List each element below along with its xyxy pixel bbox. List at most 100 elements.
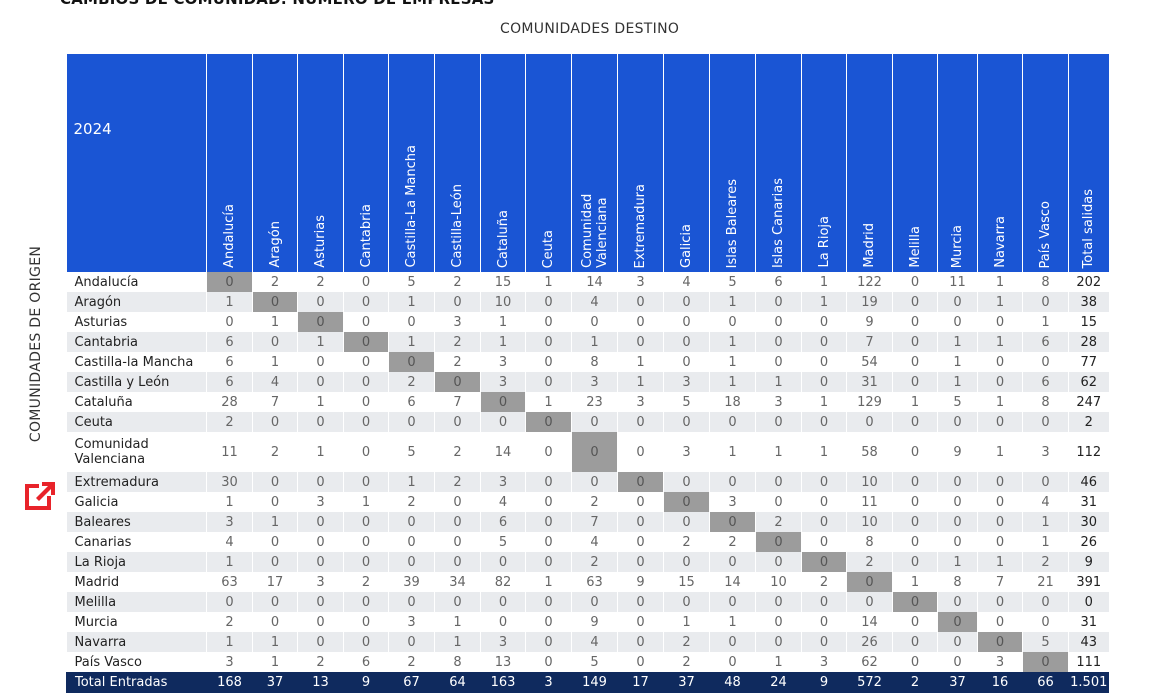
total-entradas-cell: 66 — [1022, 672, 1069, 693]
table-row: Asturias 0 1 0 0 0 3 1 0 0 0 0 0 0 0 9 0 0 0 1 15 — [66, 312, 1109, 332]
diagonal-cell: 0 — [434, 372, 481, 392]
matrix-cell: 4 — [252, 372, 298, 392]
origin-community-name: Andalucía — [66, 272, 207, 292]
matrix-cell: 0 — [709, 312, 756, 332]
matrix-cell: 0 — [755, 492, 802, 512]
matrix-cell: 14 — [571, 272, 618, 292]
matrix-cell: 0 — [892, 652, 938, 672]
table-row: Navarra 1 1 0 0 0 1 3 0 4 0 2 0 0 0 26 0 0 0 5 43 — [66, 632, 1109, 652]
column-header: País Vasco — [1022, 54, 1069, 272]
edit-external-icon[interactable] — [22, 474, 56, 512]
total-entradas-cell: 16 — [977, 672, 1023, 693]
matrix-cell: 0 — [892, 552, 938, 572]
matrix-cell: 2 — [663, 532, 710, 552]
matrix-cell: 1 — [252, 632, 298, 652]
matrix-cell: 0 — [977, 512, 1023, 532]
matrix-cell: 0 — [801, 532, 847, 552]
matrix-cell: 9 — [846, 312, 893, 332]
matrix-cell: 6 — [755, 272, 802, 292]
matrix-cell: 63 — [206, 572, 253, 592]
matrix-cell: 3 — [480, 372, 526, 392]
origin-community-name: Canarias — [66, 532, 207, 552]
matrix-cell: 30 — [206, 472, 253, 492]
matrix-cell: 1 — [937, 372, 978, 392]
matrix-cell: 0 — [977, 312, 1023, 332]
matrix-cell: 0 — [343, 472, 389, 492]
matrix-cell: 3 — [617, 392, 664, 412]
matrix-cell: 3 — [617, 272, 664, 292]
matrix-cell: 0 — [755, 312, 802, 332]
total-entradas-cell: 37 — [937, 672, 978, 693]
matrix-cell: 1 — [892, 572, 938, 592]
matrix-cell: 2 — [434, 472, 481, 492]
report-title: CAMBIOS DE COMUNIDAD: NÚMERO DE EMPRESAS — [60, 0, 495, 8]
column-header: Total salidas — [1068, 54, 1109, 272]
matrix-cell: 3 — [480, 632, 526, 652]
matrix-cell: 0 — [755, 352, 802, 372]
diagonal-cell: 0 — [1022, 652, 1069, 672]
column-header: Melilla — [892, 54, 938, 272]
matrix-cell: 0 — [617, 612, 664, 632]
matrix-cell: 0 — [525, 532, 572, 552]
matrix-cell: 6 — [1022, 372, 1069, 392]
matrix-cell: 1 — [801, 272, 847, 292]
matrix-cell: 0 — [388, 532, 435, 552]
matrix-cell: 0 — [801, 472, 847, 492]
matrix-cell: 0 — [663, 292, 710, 312]
origin-community-name: Navarra — [66, 632, 207, 652]
matrix-cell: 0 — [525, 592, 572, 612]
matrix-cell: 9 — [571, 612, 618, 632]
matrix-cell: 8 — [1022, 392, 1069, 412]
origin-community-name: País Vasco — [66, 652, 207, 672]
matrix-cell: 2 — [434, 432, 481, 472]
matrix-cell: 0 — [525, 292, 572, 312]
matrix-cell: 0 — [801, 352, 847, 372]
total-salidas-cell: 15 — [1068, 312, 1109, 332]
matrix-cell: 39 — [388, 572, 435, 592]
matrix-cell: 1 — [755, 432, 802, 472]
matrix-cell: 1 — [937, 332, 978, 352]
matrix-cell: 0 — [755, 632, 802, 652]
matrix-cell: 7 — [846, 332, 893, 352]
totals-row-label: Total Entradas — [66, 672, 207, 693]
column-header-label: País Vasco — [1038, 200, 1053, 268]
table-row: Aragón 1 0 0 0 1 0 10 0 4 0 0 1 0 1 19 0 0 1 0 38 — [66, 292, 1109, 312]
matrix-cell: 3 — [801, 652, 847, 672]
matrix-cell: 1 — [709, 432, 756, 472]
column-header-label: Total salidas — [1081, 188, 1097, 268]
diagonal-cell: 0 — [755, 532, 802, 552]
column-header: Castilla-León — [434, 54, 481, 272]
origin-community-name: Castilla-la Mancha — [66, 352, 207, 372]
matrix-cell: 0 — [525, 492, 572, 512]
matrix-cell: 1 — [525, 392, 572, 412]
matrix-cell: 1 — [709, 292, 756, 312]
matrix-cell: 0 — [892, 372, 938, 392]
column-header: Comunidad Valenciana — [571, 54, 618, 272]
column-header: Islas Canarias — [755, 54, 802, 272]
matrix-cell: 0 — [617, 492, 664, 512]
matrix-cell: 4 — [571, 632, 618, 652]
column-header: Murcia — [937, 54, 978, 272]
matrix-cell: 34 — [434, 572, 481, 592]
total-entradas-cell: 48 — [709, 672, 756, 693]
matrix-cell: 1 — [252, 652, 298, 672]
matrix-cell: 15 — [663, 572, 710, 592]
column-header-label: Andalucía — [222, 204, 237, 268]
matrix-cell: 0 — [846, 412, 893, 432]
matrix-cell: 0 — [1022, 472, 1069, 492]
matrix-cell: 0 — [617, 552, 664, 572]
diagonal-cell: 0 — [525, 412, 572, 432]
diagonal-cell: 0 — [846, 572, 893, 592]
column-header-label: Extremadura — [633, 183, 648, 269]
matrix-cell: 1 — [388, 292, 435, 312]
matrix-cell: 0 — [252, 532, 298, 552]
total-entradas-cell: 2 — [892, 672, 938, 693]
diagonal-cell: 0 — [709, 512, 756, 532]
matrix-cell: 0 — [663, 472, 710, 492]
table-row: Extremadura 30 0 0 0 1 2 3 0 0 0 0 0 0 0 10 0 0 0 0 46 — [66, 472, 1109, 492]
matrix-cell: 4 — [663, 272, 710, 292]
matrix-cell: 0 — [755, 612, 802, 632]
total-salidas-cell: 202 — [1068, 272, 1109, 292]
column-header-label: Comunidad Valenciana — [579, 193, 610, 268]
matrix-cell: 2 — [388, 492, 435, 512]
